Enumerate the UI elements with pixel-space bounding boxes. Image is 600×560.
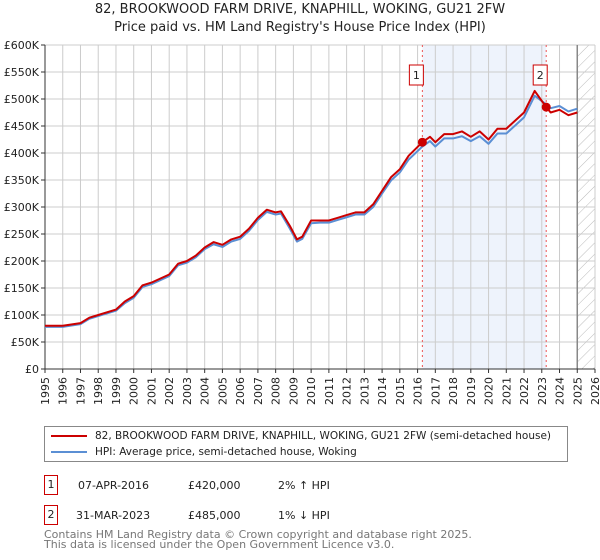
- transaction-marker: 1: [44, 475, 58, 495]
- y-tick-label: £0: [25, 363, 39, 376]
- y-tick-label: £400K: [4, 147, 40, 160]
- x-tick-label: 2002: [163, 377, 176, 405]
- sale-point: [417, 137, 427, 147]
- footer-licence: This data is licensed under the Open Gov…: [44, 538, 395, 551]
- x-tick-label: 2026: [589, 377, 600, 405]
- x-tick-label: 2004: [199, 377, 212, 405]
- x-tick-label: 2009: [287, 377, 300, 405]
- footer: Contains HM Land Registry data © Crown c…: [44, 528, 472, 551]
- annotation-label: 2: [537, 69, 544, 82]
- x-tick-label: 2005: [216, 377, 229, 405]
- x-tick-label: 2024: [554, 377, 567, 405]
- y-tick-label: £200K: [4, 255, 40, 268]
- x-tick-label: 2021: [500, 377, 513, 405]
- legend-item-property: 82, BROOKWOOD FARM DRIVE, KNAPHILL, WOKI…: [51, 430, 551, 442]
- y-tick-label: £100K: [4, 309, 40, 322]
- x-tick-label: 2016: [412, 377, 425, 405]
- hpi-line: [45, 94, 578, 328]
- transaction-row: 2 31-MAR-2023 £485,000 1% ↓ HPI: [44, 505, 330, 525]
- x-tick-label: 2010: [305, 377, 318, 405]
- x-tick-label: 1999: [110, 377, 123, 405]
- y-tick-label: £250K: [4, 228, 40, 241]
- x-tick-label: 2007: [252, 377, 265, 405]
- x-tick-label: 2001: [145, 377, 158, 405]
- legend-line-blue: [51, 451, 87, 453]
- y-tick-label: £600K: [4, 39, 40, 52]
- x-tick-label: 2014: [376, 377, 389, 405]
- property-price-line: [45, 89, 578, 327]
- annotation-box: [532, 64, 548, 86]
- transaction-hpi: 2% ↑ HPI: [278, 478, 330, 492]
- y-tick-label: £350K: [4, 174, 40, 187]
- x-tick-label: 2013: [358, 377, 371, 405]
- x-tick-label: 2015: [394, 377, 407, 405]
- x-tick-label: 2019: [465, 377, 478, 405]
- x-tick-label: 2000: [128, 377, 141, 405]
- y-tick-label: £300K: [4, 201, 40, 214]
- x-tick-label: 2011: [323, 377, 336, 405]
- y-tick-label: £550K: [4, 66, 40, 79]
- y-tick-label: £150K: [4, 282, 40, 295]
- price-chart: 1995 1996 1997 1998 1999 2000 2001 2002 2003 2004…: [4, 39, 600, 405]
- footer-copyright: Contains HM Land Registry data © Crown c…: [44, 528, 472, 541]
- transaction-row: 1 07-APR-2016 £420,000 2% ↑ HPI: [44, 475, 330, 495]
- x-tick-label: 2012: [341, 377, 354, 405]
- chart-subtitle: Price paid vs. HM Land Registry's House …: [114, 20, 486, 35]
- annotation-label: 1: [413, 69, 420, 82]
- x-tick-label: 2018: [447, 377, 460, 405]
- legend-label: HPI: Average price, semi-detached house,…: [95, 446, 357, 458]
- y-tick-label: £450K: [4, 120, 40, 133]
- x-tick-label: 2025: [571, 377, 584, 405]
- chart-title: 82, BROOKWOOD FARM DRIVE, KNAPHILL, WOKI…: [94, 2, 506, 17]
- legend-label: 82, BROOKWOOD FARM DRIVE, KNAPHILL, WOKI…: [95, 430, 551, 442]
- x-tick-label: 2006: [234, 377, 247, 405]
- legend-item-hpi: HPI: Average price, semi-detached house,…: [51, 446, 357, 458]
- legend-line-red: [51, 435, 87, 437]
- transaction-price: £485,000: [188, 508, 241, 522]
- x-tick-label: 1996: [57, 377, 70, 405]
- y-tick-label: £50K: [11, 336, 40, 349]
- sale-point: [541, 102, 551, 112]
- x-tick-label: 2008: [270, 377, 283, 405]
- x-tick-label: 2020: [483, 377, 496, 405]
- x-tick-label: 2023: [536, 377, 549, 405]
- x-tick-label: 2017: [429, 377, 442, 405]
- y-tick-label: £500K: [4, 93, 40, 106]
- x-tick-label: 1997: [74, 377, 87, 405]
- x-tick-label: 1998: [92, 377, 105, 405]
- x-tick-label: 2022: [518, 377, 531, 405]
- transaction-date: 31-MAR-2023: [76, 508, 151, 522]
- legend: 82, BROOKWOOD FARM DRIVE, KNAPHILL, WOKI…: [44, 426, 568, 462]
- x-tick-label: 1995: [39, 377, 52, 405]
- transaction-price: £420,000: [188, 478, 241, 492]
- x-tick-label: 2003: [181, 377, 194, 405]
- transaction-hpi: 1% ↓ HPI: [278, 508, 330, 522]
- annotation-box: [408, 64, 424, 86]
- transaction-marker: 2: [44, 505, 58, 525]
- transaction-date: 07-APR-2016: [78, 478, 150, 492]
